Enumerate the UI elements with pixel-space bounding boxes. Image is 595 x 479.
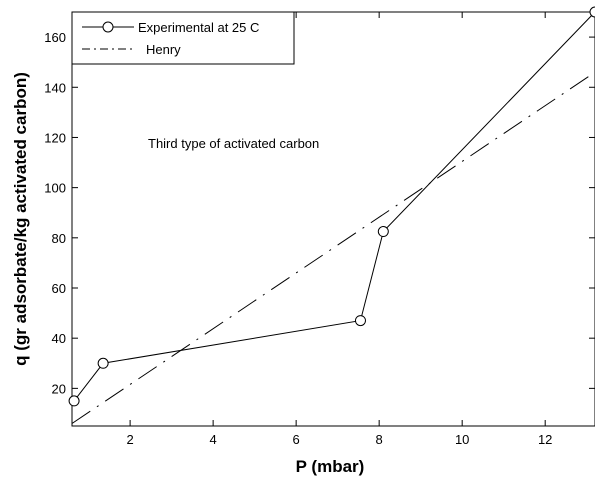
data-point-experimental (354, 315, 366, 327)
legend-box (71, 11, 295, 65)
y-tick-label: 20 (52, 381, 66, 396)
x-tick-label: 2 (126, 432, 133, 447)
x-tick-label: 6 (293, 432, 300, 447)
legend-label-henry: Henry (146, 42, 181, 57)
y-tick-label: 120 (44, 130, 66, 145)
data-point-experimental (589, 6, 595, 18)
data-point-experimental (377, 226, 389, 238)
annotation-text: Third type of activated carbon (148, 136, 319, 151)
y-tick-label: 160 (44, 30, 66, 45)
x-tick-label: 4 (210, 432, 217, 447)
y-axis: 20 40 60 80 100 120 140 160 (44, 30, 595, 396)
y-tick-label: 80 (52, 231, 66, 246)
y-tick-label: 140 (44, 80, 66, 95)
y-axis-title: q (gr adsorbate/kg activated carbon) (11, 72, 30, 366)
plot-area (71, 11, 595, 427)
legend: Experimental at 25 C Henry (71, 11, 295, 65)
series-line-henry (71, 71, 595, 424)
x-tick-label: 12 (538, 432, 552, 447)
x-tick-label: 8 (376, 432, 383, 447)
legend-label-experimental: Experimental at 25 C (138, 20, 259, 35)
data-point-experimental (68, 395, 80, 407)
y-tick-label: 60 (52, 281, 66, 296)
y-tick-label: 100 (44, 181, 66, 196)
data-point-experimental (97, 357, 109, 369)
y-tick-label: 40 (52, 331, 66, 346)
x-tick-label: 10 (455, 432, 469, 447)
x-axis: 2 4 6 8 10 12 (126, 12, 552, 447)
x-axis-title: P (mbar) (296, 457, 365, 476)
series-layer (68, 6, 595, 424)
legend-marker-experimental (102, 21, 114, 33)
